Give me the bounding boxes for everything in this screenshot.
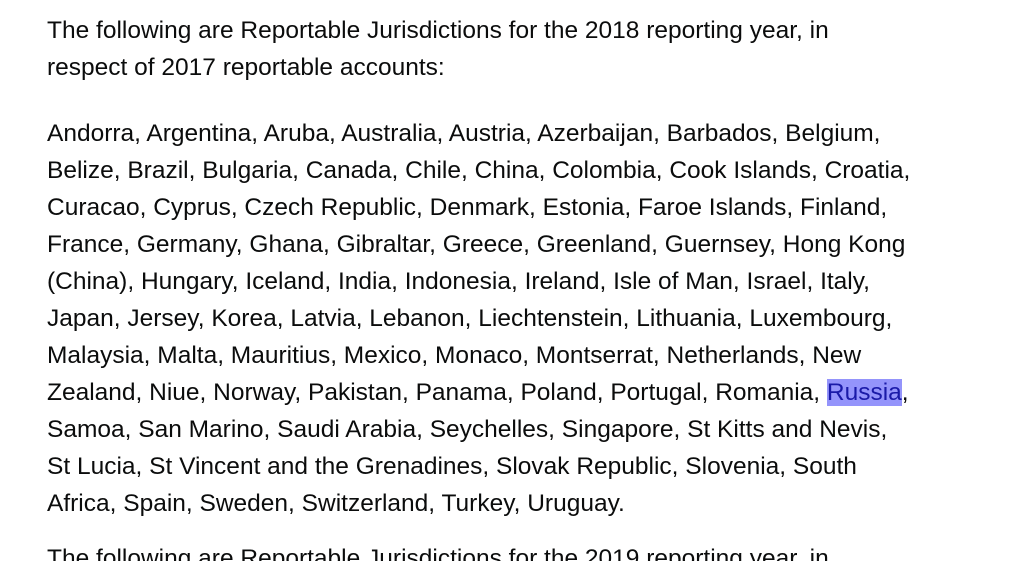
text-line: (China), Hungary, Iceland, India, Indone… [47, 268, 870, 295]
text-line: The following are Reportable Jurisdictio… [47, 17, 829, 44]
text-line: Zealand, Niue, Norway, Pakistan, Panama,… [47, 374, 910, 411]
text-line: Malaysia, Malta, Mauritius, Mexico, Mona… [47, 342, 862, 369]
highlighted-text: Russia [826, 379, 902, 406]
text-segment: , [901, 379, 909, 406]
paragraph: The following are Reportable Jurisdictio… [47, 12, 829, 86]
text-line: respect of 2017 reportable accounts: [47, 54, 445, 81]
paragraph: The following are Reportable Jurisdictio… [47, 540, 829, 561]
paragraph: Andorra, Argentina, Aruba, Australia, Au… [47, 115, 910, 522]
text-line: Samoa, San Marino, Saudi Arabia, Seychel… [47, 416, 888, 443]
text-line: Belize, Brazil, Bulgaria, Canada, Chile,… [47, 157, 911, 184]
text-line: France, Germany, Ghana, Gibraltar, Greec… [47, 231, 906, 258]
text-line: Japan, Jersey, Korea, Latvia, Lebanon, L… [47, 305, 893, 332]
text-line: Andorra, Argentina, Aruba, Australia, Au… [47, 120, 881, 147]
text-segment: Zealand, Niue, Norway, Pakistan, Panama,… [47, 379, 827, 406]
text-line: Africa, Spain, Sweden, Switzerland, Turk… [47, 490, 625, 517]
text-line: The following are Reportable Jurisdictio… [47, 545, 829, 561]
text-line: Curacao, Cyprus, Czech Republic, Denmark… [47, 194, 888, 221]
text-line: St Lucia, St Vincent and the Grenadines,… [47, 453, 857, 480]
